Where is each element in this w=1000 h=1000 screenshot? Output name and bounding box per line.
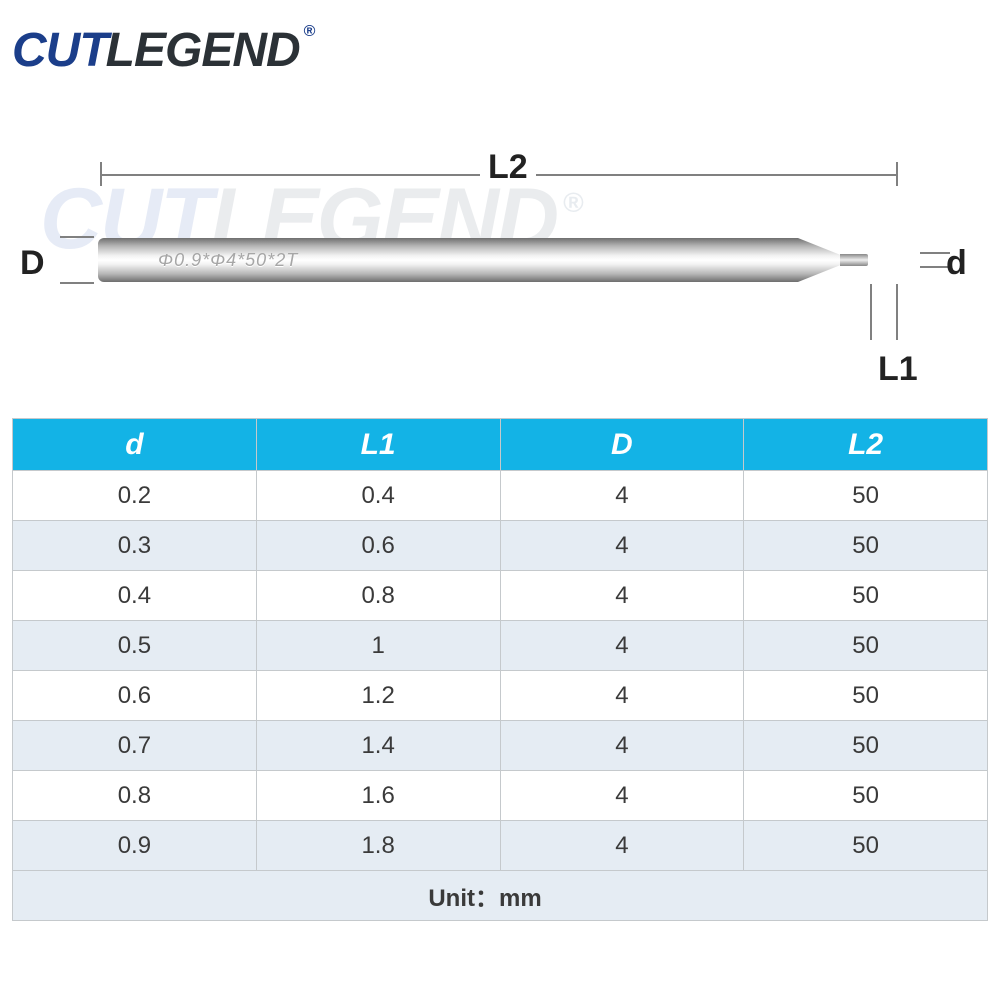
spec-table-head: d L1 D L2 xyxy=(13,419,988,471)
brand-logo-text: CUT LEGEND xyxy=(12,23,300,78)
unit-label: Unit：mm xyxy=(13,871,988,921)
table-cell: 4 xyxy=(500,471,744,521)
table-cell: 4 xyxy=(500,771,744,821)
table-cell: 50 xyxy=(744,521,988,571)
tool-diagram: L2 D d L1 Φ0.9*Φ4*50*2T xyxy=(20,140,980,400)
table-row: 0.91.8450 xyxy=(13,821,988,871)
table-row: 0.71.4450 xyxy=(13,721,988,771)
tool-engraving: Φ0.9*Φ4*50*2T xyxy=(158,250,298,271)
dim-tick-L2-right xyxy=(896,162,898,186)
page: CUT LEGEND ® CUTLEGEND® CUTLEGEND® L2 D … xyxy=(0,0,1000,1000)
col-header-L1: L1 xyxy=(256,419,500,471)
table-cell: 1.6 xyxy=(256,771,500,821)
table-cell: 4 xyxy=(500,671,744,721)
dim-label-L2: L2 xyxy=(480,148,536,187)
table-cell: 0.5 xyxy=(13,621,257,671)
table-cell: 4 xyxy=(500,721,744,771)
table-cell: 0.8 xyxy=(13,771,257,821)
dim-label-d: d xyxy=(946,244,967,283)
table-cell: 4 xyxy=(500,571,744,621)
table-cell: 0.7 xyxy=(13,721,257,771)
table-cell: 50 xyxy=(744,571,988,621)
unit-row: Unit：mm xyxy=(13,871,988,921)
table-cell: 0.2 xyxy=(13,471,257,521)
table-cell: 1.8 xyxy=(256,821,500,871)
dim-label-D: D xyxy=(20,244,45,283)
table-cell: 0.6 xyxy=(13,671,257,721)
dim-tick-L2-left xyxy=(100,162,102,186)
brand-logo: CUT LEGEND ® xyxy=(12,20,315,80)
col-header-L2: L2 xyxy=(744,419,988,471)
table-cell: 50 xyxy=(744,721,988,771)
end-mill-icon: Φ0.9*Φ4*50*2T xyxy=(98,238,868,282)
registered-icon: ® xyxy=(304,23,316,41)
dim-tick-L1-left xyxy=(870,284,872,340)
dim-tick-D-bot xyxy=(60,282,94,284)
table-row: 0.40.8450 xyxy=(13,571,988,621)
tool-tip xyxy=(840,254,868,266)
table-cell: 1.2 xyxy=(256,671,500,721)
table-cell: 50 xyxy=(744,821,988,871)
dim-tick-D-top xyxy=(60,236,94,238)
table-row: 0.81.6450 xyxy=(13,771,988,821)
brand-part2: LEGEND xyxy=(106,23,300,78)
table-cell: 1 xyxy=(256,621,500,671)
table-cell: 4 xyxy=(500,621,744,671)
col-header-d: d xyxy=(13,419,257,471)
table-cell: 0.6 xyxy=(256,521,500,571)
tool-shank: Φ0.9*Φ4*50*2T xyxy=(98,238,798,282)
tool-taper xyxy=(798,238,840,282)
table-row: 0.30.6450 xyxy=(13,521,988,571)
col-header-D: D xyxy=(500,419,744,471)
spec-table-header-row: d L1 D L2 xyxy=(13,419,988,471)
table-cell: 0.9 xyxy=(13,821,257,871)
dim-label-L1: L1 xyxy=(878,350,918,389)
table-cell: 4 xyxy=(500,521,744,571)
table-cell: 0.4 xyxy=(13,571,257,621)
table-cell: 50 xyxy=(744,671,988,721)
dim-tick-L1-right xyxy=(896,284,898,340)
table-cell: 0.8 xyxy=(256,571,500,621)
spec-table: d L1 D L2 0.20.44500.30.64500.40.84500.5… xyxy=(12,418,988,921)
table-row: 0.20.4450 xyxy=(13,471,988,521)
spec-table-footer: Unit：mm xyxy=(13,871,988,921)
table-row: 0.61.2450 xyxy=(13,671,988,721)
table-cell: 4 xyxy=(500,821,744,871)
spec-table-wrap: d L1 D L2 0.20.44500.30.64500.40.84500.5… xyxy=(12,418,988,921)
spec-table-body: 0.20.44500.30.64500.40.84500.514500.61.2… xyxy=(13,471,988,871)
table-row: 0.51450 xyxy=(13,621,988,671)
table-cell: 50 xyxy=(744,621,988,671)
brand-part1: CUT xyxy=(12,23,108,78)
table-cell: 50 xyxy=(744,771,988,821)
table-cell: 0.4 xyxy=(256,471,500,521)
table-cell: 50 xyxy=(744,471,988,521)
table-cell: 0.3 xyxy=(13,521,257,571)
table-cell: 1.4 xyxy=(256,721,500,771)
